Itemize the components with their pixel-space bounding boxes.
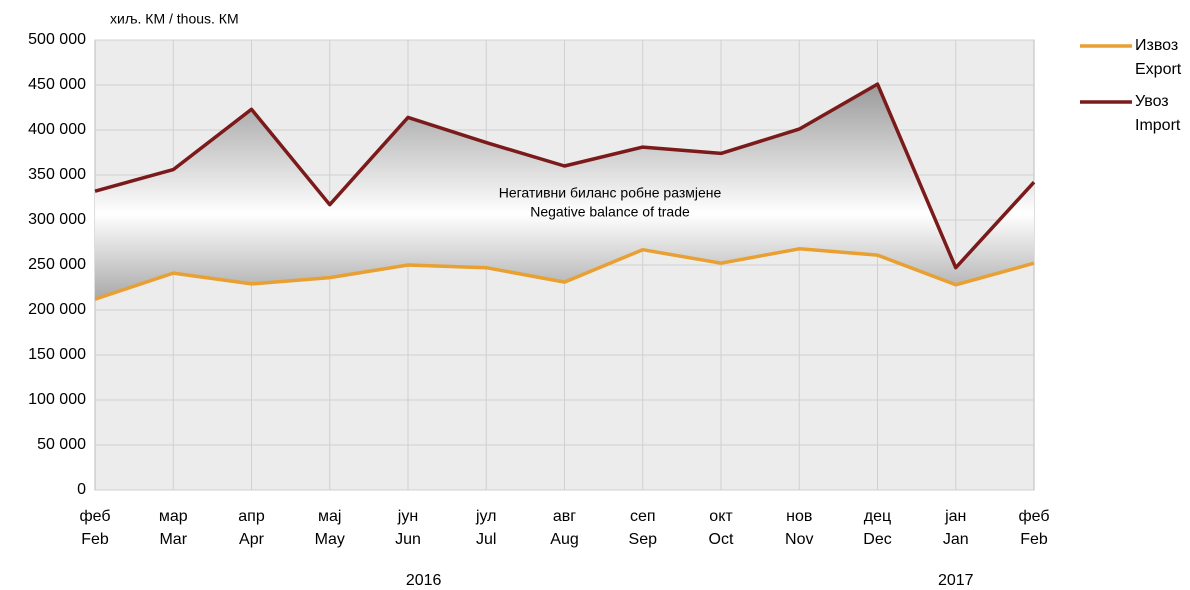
y-tick-label: 150 000 [28,346,86,363]
series-line [94,82,1036,270]
y-tick-label: 200 000 [28,301,86,318]
x-tick-label: мај [318,508,341,525]
x-tick-label: мар [159,508,188,525]
legend-label: Увоз [1135,93,1169,110]
balance-area [95,84,1034,300]
x-tick-label: Sep [629,531,658,548]
x-tick-label: Dec [863,531,891,548]
x-tick-label: апр [238,508,265,525]
x-tick-label: Feb [81,531,109,548]
x-tick-label: Feb [1020,531,1048,548]
legend-label: Import [1135,117,1181,134]
x-tick-label: окт [709,508,733,525]
year-label: 2016 [406,572,442,589]
y-tick-label: 400 000 [28,121,86,138]
x-tick-label: Jun [395,531,421,548]
x-tick-label: сеп [630,508,656,525]
y-tick-label: 450 000 [28,76,86,93]
x-tick-label: Apr [239,531,265,548]
annotation: Негативни биланс робне размјене [499,185,722,201]
x-tick-label: јул [475,508,497,525]
year-label: 2017 [938,572,974,589]
y-tick-label: 50 000 [37,436,86,453]
y-tick-label: 0 [77,481,86,498]
x-tick-label: Jan [943,531,969,548]
x-tick-label: јан [944,508,966,525]
x-tick-label: дец [864,508,891,525]
x-tick-label: нов [786,508,812,525]
y-tick-label: 250 000 [28,256,86,273]
annotation: Negative balance of trade [530,204,690,220]
x-tick-label: Aug [550,531,578,548]
x-tick-label: авг [553,508,576,525]
x-tick-label: Jul [476,531,496,548]
y-tick-label: 100 000 [28,391,86,408]
x-tick-label: феб [79,508,110,525]
x-tick-label: јун [397,508,418,525]
x-tick-label: Oct [709,531,734,548]
y-tick-label: 500 000 [28,31,86,48]
x-tick-label: Mar [159,531,187,548]
y-tick-label: 350 000 [28,166,86,183]
y-tick-label: 300 000 [28,211,86,228]
unit-label: хиљ. КМ / thous. КМ [110,11,239,27]
x-tick-label: Nov [785,531,813,548]
legend-label: Извоз [1135,37,1178,54]
series-line [94,247,1035,301]
x-tick-label: May [315,531,345,548]
legend-label: Export [1135,61,1182,78]
x-tick-label: феб [1018,508,1049,525]
